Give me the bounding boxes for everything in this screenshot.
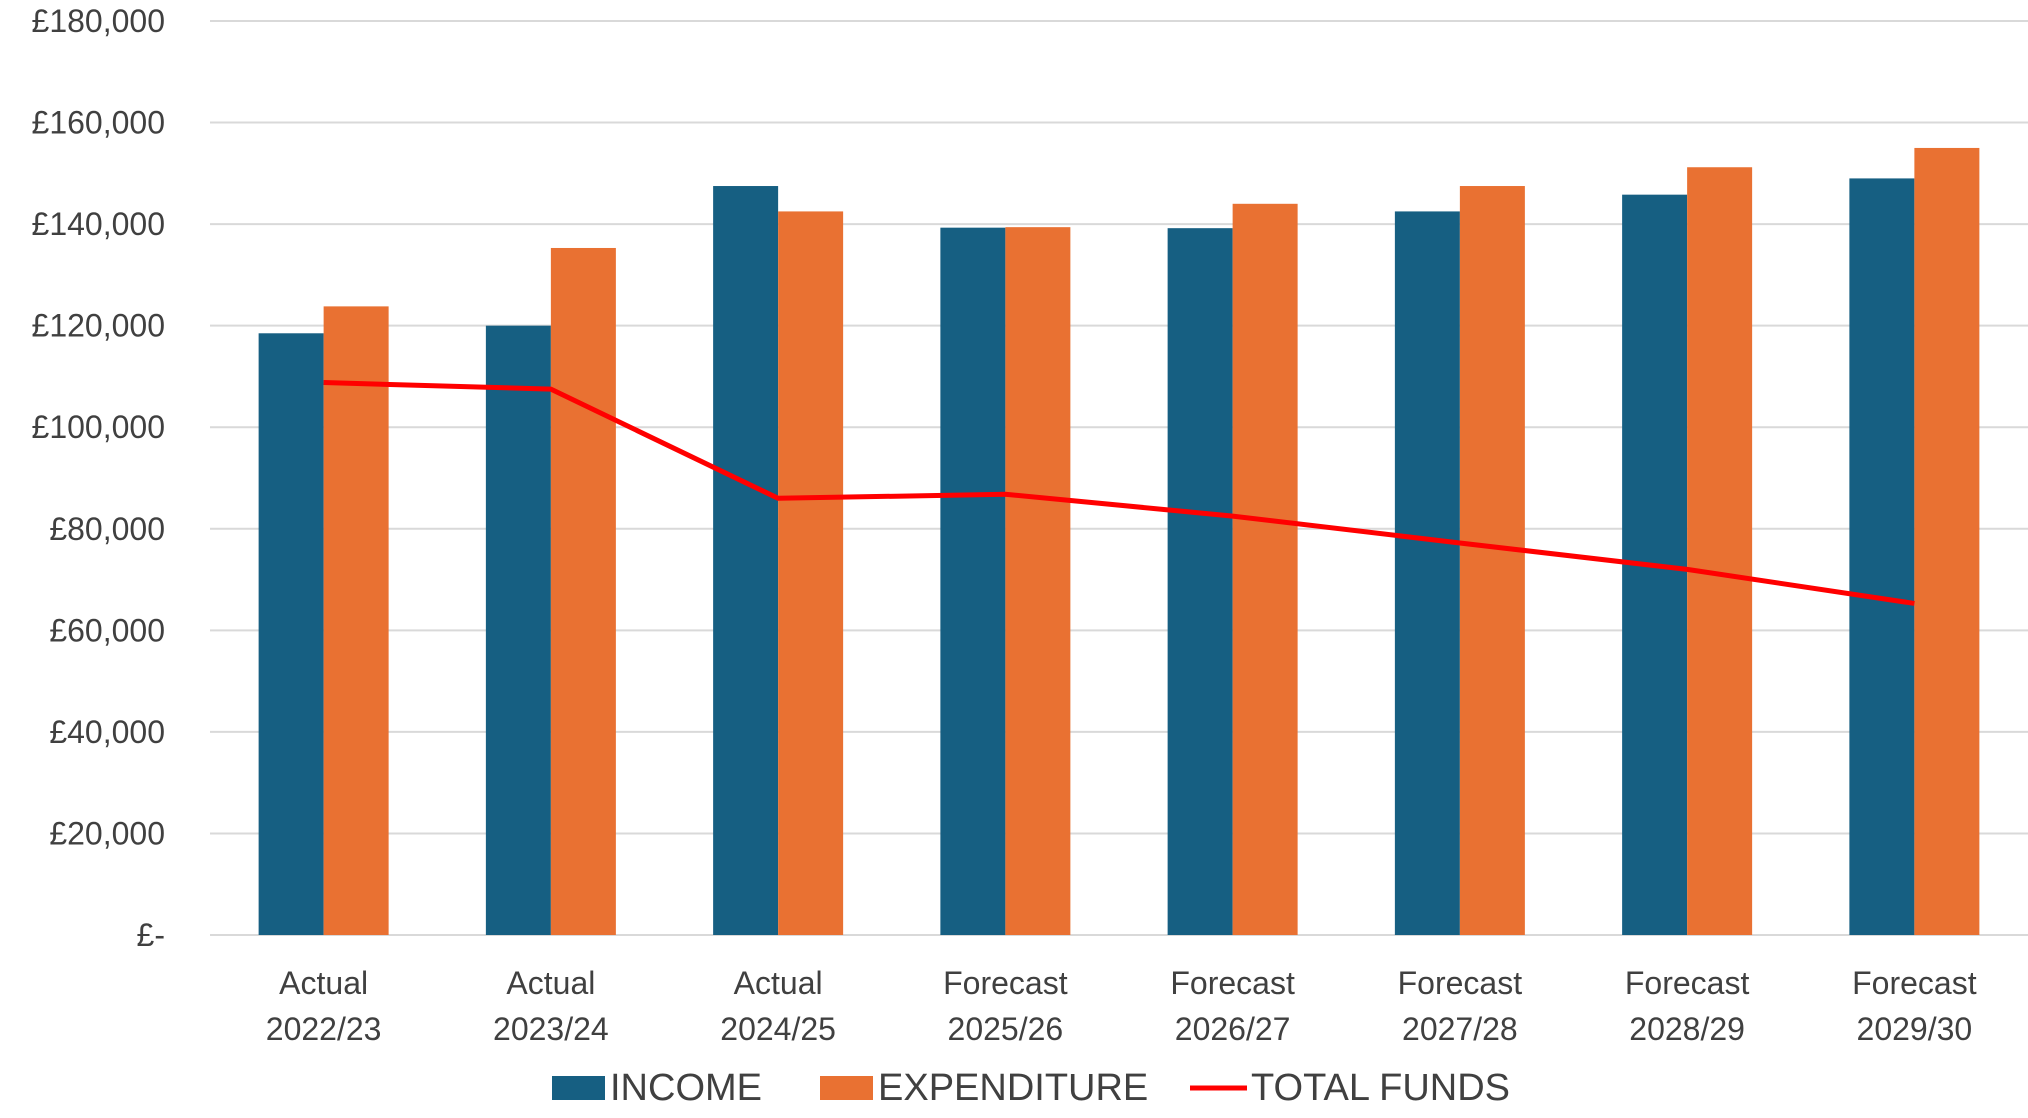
y-axis-ticks: £- £20,000 £40,000 £60,000 £80,000 £100,000 £1… [32, 3, 165, 953]
x-tick-label: Forecast 2029/30 [1852, 965, 1977, 1047]
bar-income [258, 333, 324, 935]
y-tick-label: £100,000 [32, 409, 165, 445]
y-tick-label: £- [137, 917, 165, 953]
bar-expenditure [778, 211, 844, 935]
bar-income [940, 227, 1006, 936]
x-tick-label: Actual 2022/23 [266, 965, 382, 1047]
bar-income [485, 325, 551, 936]
y-tick-label: £60,000 [49, 612, 165, 648]
y-tick-label: £20,000 [49, 815, 165, 851]
y-tick-label: £40,000 [49, 714, 165, 750]
bar-expenditure [1232, 203, 1298, 936]
line-series [323, 380, 1915, 606]
bar-expenditure [550, 247, 616, 935]
bar-expenditure [1005, 227, 1071, 935]
x-tick-label: Forecast 2026/27 [1170, 965, 1295, 1047]
legend-label-expenditure: EXPENDITURE [878, 1067, 1148, 1109]
bar-expenditure [1459, 186, 1525, 935]
y-tick-label: £120,000 [32, 308, 165, 344]
bar-income [1394, 211, 1460, 935]
x-tick-label: Actual 2024/25 [720, 965, 836, 1047]
bar-income [713, 186, 779, 935]
x-tick-label: Actual 2023/24 [493, 965, 609, 1047]
line-total-funds [323, 380, 1915, 606]
y-tick-label: £140,000 [32, 206, 165, 242]
bar-expenditure [1914, 147, 1980, 935]
bar-expenditure [1687, 167, 1753, 936]
y-tick-label: £180,000 [32, 3, 165, 39]
legend-label-total-funds: TOTAL FUNDS [1251, 1067, 1510, 1109]
x-tick-label: Forecast 2028/29 [1625, 965, 1750, 1047]
legend-label-income: INCOME [610, 1067, 762, 1109]
y-tick-label: £80,000 [49, 511, 165, 547]
bar-income [1849, 178, 1915, 935]
x-tick-label: Forecast 2025/26 [943, 965, 1068, 1047]
y-tick-label: £160,000 [32, 105, 165, 141]
bar-income [1167, 228, 1233, 935]
bars [258, 147, 1980, 936]
legend: INCOME EXPENDITURE TOTAL FUNDS [552, 1067, 1510, 1109]
legend-swatch-income [552, 1076, 605, 1100]
x-axis-ticks: Actual 2022/23 Actual 2023/24 Actual 2024/25 F… [266, 965, 1977, 1047]
legend-swatch-expenditure [820, 1076, 873, 1100]
x-tick-label: Forecast 2027/28 [1398, 965, 1523, 1047]
bar-expenditure [323, 306, 389, 936]
gridlines [210, 20, 2028, 936]
